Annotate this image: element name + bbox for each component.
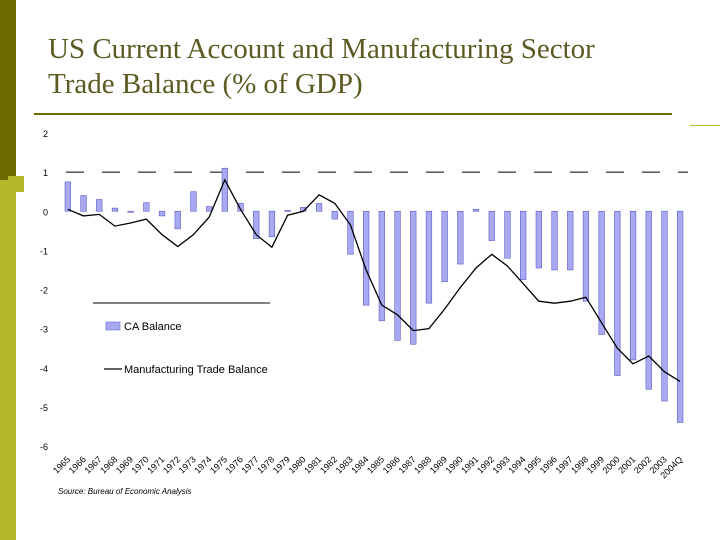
bar-ca-balance [158,210,166,217]
bar-ca-balance [127,210,134,213]
bar-ca-balance [174,210,181,230]
y-tick-label: -1 [40,246,48,256]
bar-ca-balance [64,181,71,212]
bar-ca-balance [268,210,276,237]
bar-ca-balance [582,210,590,302]
bar-ca-balance [410,210,417,345]
y-tick-label: 0 [43,207,48,217]
bar-ca-balance [520,210,527,281]
bar-ca-balance [347,210,354,255]
bar-ca-balance [441,210,448,282]
slide-accent-bar-dark [0,0,16,180]
y-tick-label: -6 [40,442,48,452]
bar-ca-balance [488,210,495,241]
bar-ca-balance [237,203,244,212]
y-tick-label: 1 [43,168,48,178]
slide-accent-bar-light [0,180,16,540]
bar-ca-balance [378,210,385,322]
bar-ca-balance [677,210,684,423]
y-tick-label: -5 [40,403,48,413]
y-tick-label: 2 [43,129,48,139]
slide-accent-square [8,176,24,192]
bar-ca-balance [629,210,637,361]
bar-ca-balance [645,210,652,390]
bar-ca-balance [315,203,323,212]
bar-ca-balance [394,210,401,341]
bar-ca-balance [221,167,228,212]
bar-ca-balance [567,210,574,271]
title-underline-tail [690,125,720,126]
ca-balance-bars [64,167,684,423]
title-line-2: Trade Balance (% of GDP) [48,68,363,100]
bar-ca-balance [457,210,464,265]
x-axis: 1965196619671968196919701971197219731974… [51,454,685,480]
y-axis: 2 1 0 -1 -2 -3 -4 -5 -6 [40,129,48,452]
bar-ca-balance [143,202,150,212]
slide-title: US Current Account and Manufacturing Sec… [48,32,688,102]
bar-ca-balance [425,210,433,304]
source-note: Source: Bureau of Economic Analysis [58,487,192,496]
legend: CA Balance Manufacturing Trade Balance [93,302,270,376]
bar-ca-balance [331,210,338,220]
bar-ca-balance [598,210,605,335]
y-tick-label: -4 [40,364,48,374]
legend-swatch-ca-balance [105,321,121,331]
bar-ca-balance [535,210,542,269]
bar-ca-balance [661,210,668,402]
bar-ca-balance [614,210,621,376]
bar-ca-balance [363,210,370,306]
bar-ca-balance [80,195,87,212]
y-tick-label: -2 [40,286,48,296]
bar-ca-balance [253,210,260,239]
legend-label-ca-balance: CA Balance [124,321,181,333]
bar-ca-balance [206,206,213,212]
bar-ca-balance [504,210,511,259]
bar-ca-balance [551,210,558,271]
bar-ca-balance [111,207,119,212]
line-manufacturing-trade-balance [67,178,681,382]
bar-ca-balance [190,191,197,212]
bar-ca-balance [96,199,103,212]
bar-ca-balance [472,208,480,212]
title-underline [34,113,672,115]
manufacturing-line-group [67,178,681,382]
y-tick-label: -3 [40,325,48,335]
bar-ca-balance [284,210,291,212]
title-line-1: US Current Account and Manufacturing Sec… [48,33,595,65]
legend-label-manufacturing: Manufacturing Trade Balance [124,364,268,376]
